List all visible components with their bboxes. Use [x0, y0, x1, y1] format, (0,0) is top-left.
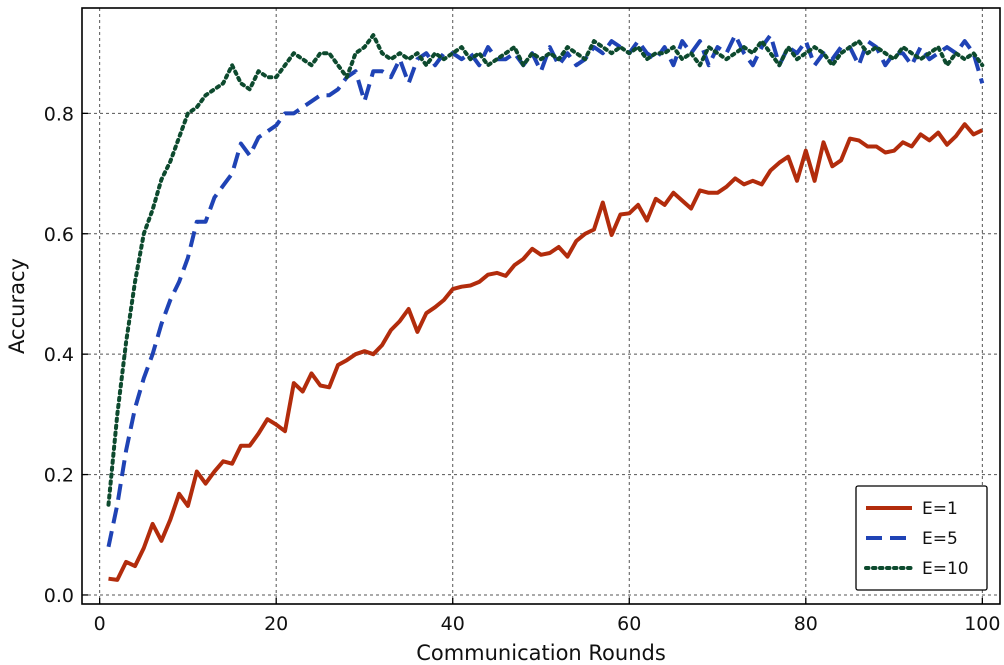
legend-label: E=5	[922, 529, 958, 549]
series-line-e5	[106, 33, 985, 548]
x-tick-label: 0	[94, 613, 106, 635]
legend-entry-e10: E=10	[864, 559, 969, 579]
series-lines	[106, 33, 985, 582]
y-tick-label: 0.4	[44, 344, 74, 366]
legend-box	[855, 485, 988, 591]
x-tick-label: 60	[617, 613, 641, 635]
x-axis-label: Communication Rounds	[416, 641, 666, 665]
x-tick-label: 20	[264, 613, 288, 635]
x-tick-label: 80	[794, 613, 818, 635]
axis-ticks: 0 20 40 60 80 100 0.0 0.2 0.4 0.6 0.8	[44, 103, 1001, 635]
legend-entry-e1: E=1	[866, 499, 958, 519]
series-line-e10	[106, 33, 985, 507]
y-tick-label: 0.6	[44, 224, 74, 246]
legend-entry-e5: E=5	[866, 529, 958, 549]
legend-label: E=1	[922, 499, 958, 519]
y-tick-label: 0.8	[44, 103, 74, 125]
legend: E=1 E=5 E=10	[855, 485, 988, 591]
x-tick-label: 40	[441, 613, 465, 635]
plot-frame	[81, 7, 1001, 605]
grid-lines	[82, 8, 1000, 604]
y-tick-label: 0.0	[44, 585, 74, 607]
legend-label: E=10	[922, 559, 969, 579]
series-line-e1	[108, 122, 984, 582]
y-tick-label: 0.2	[44, 465, 74, 487]
x-tick-label: 100	[964, 613, 1000, 635]
y-axis-label: Accuracy	[5, 258, 29, 354]
